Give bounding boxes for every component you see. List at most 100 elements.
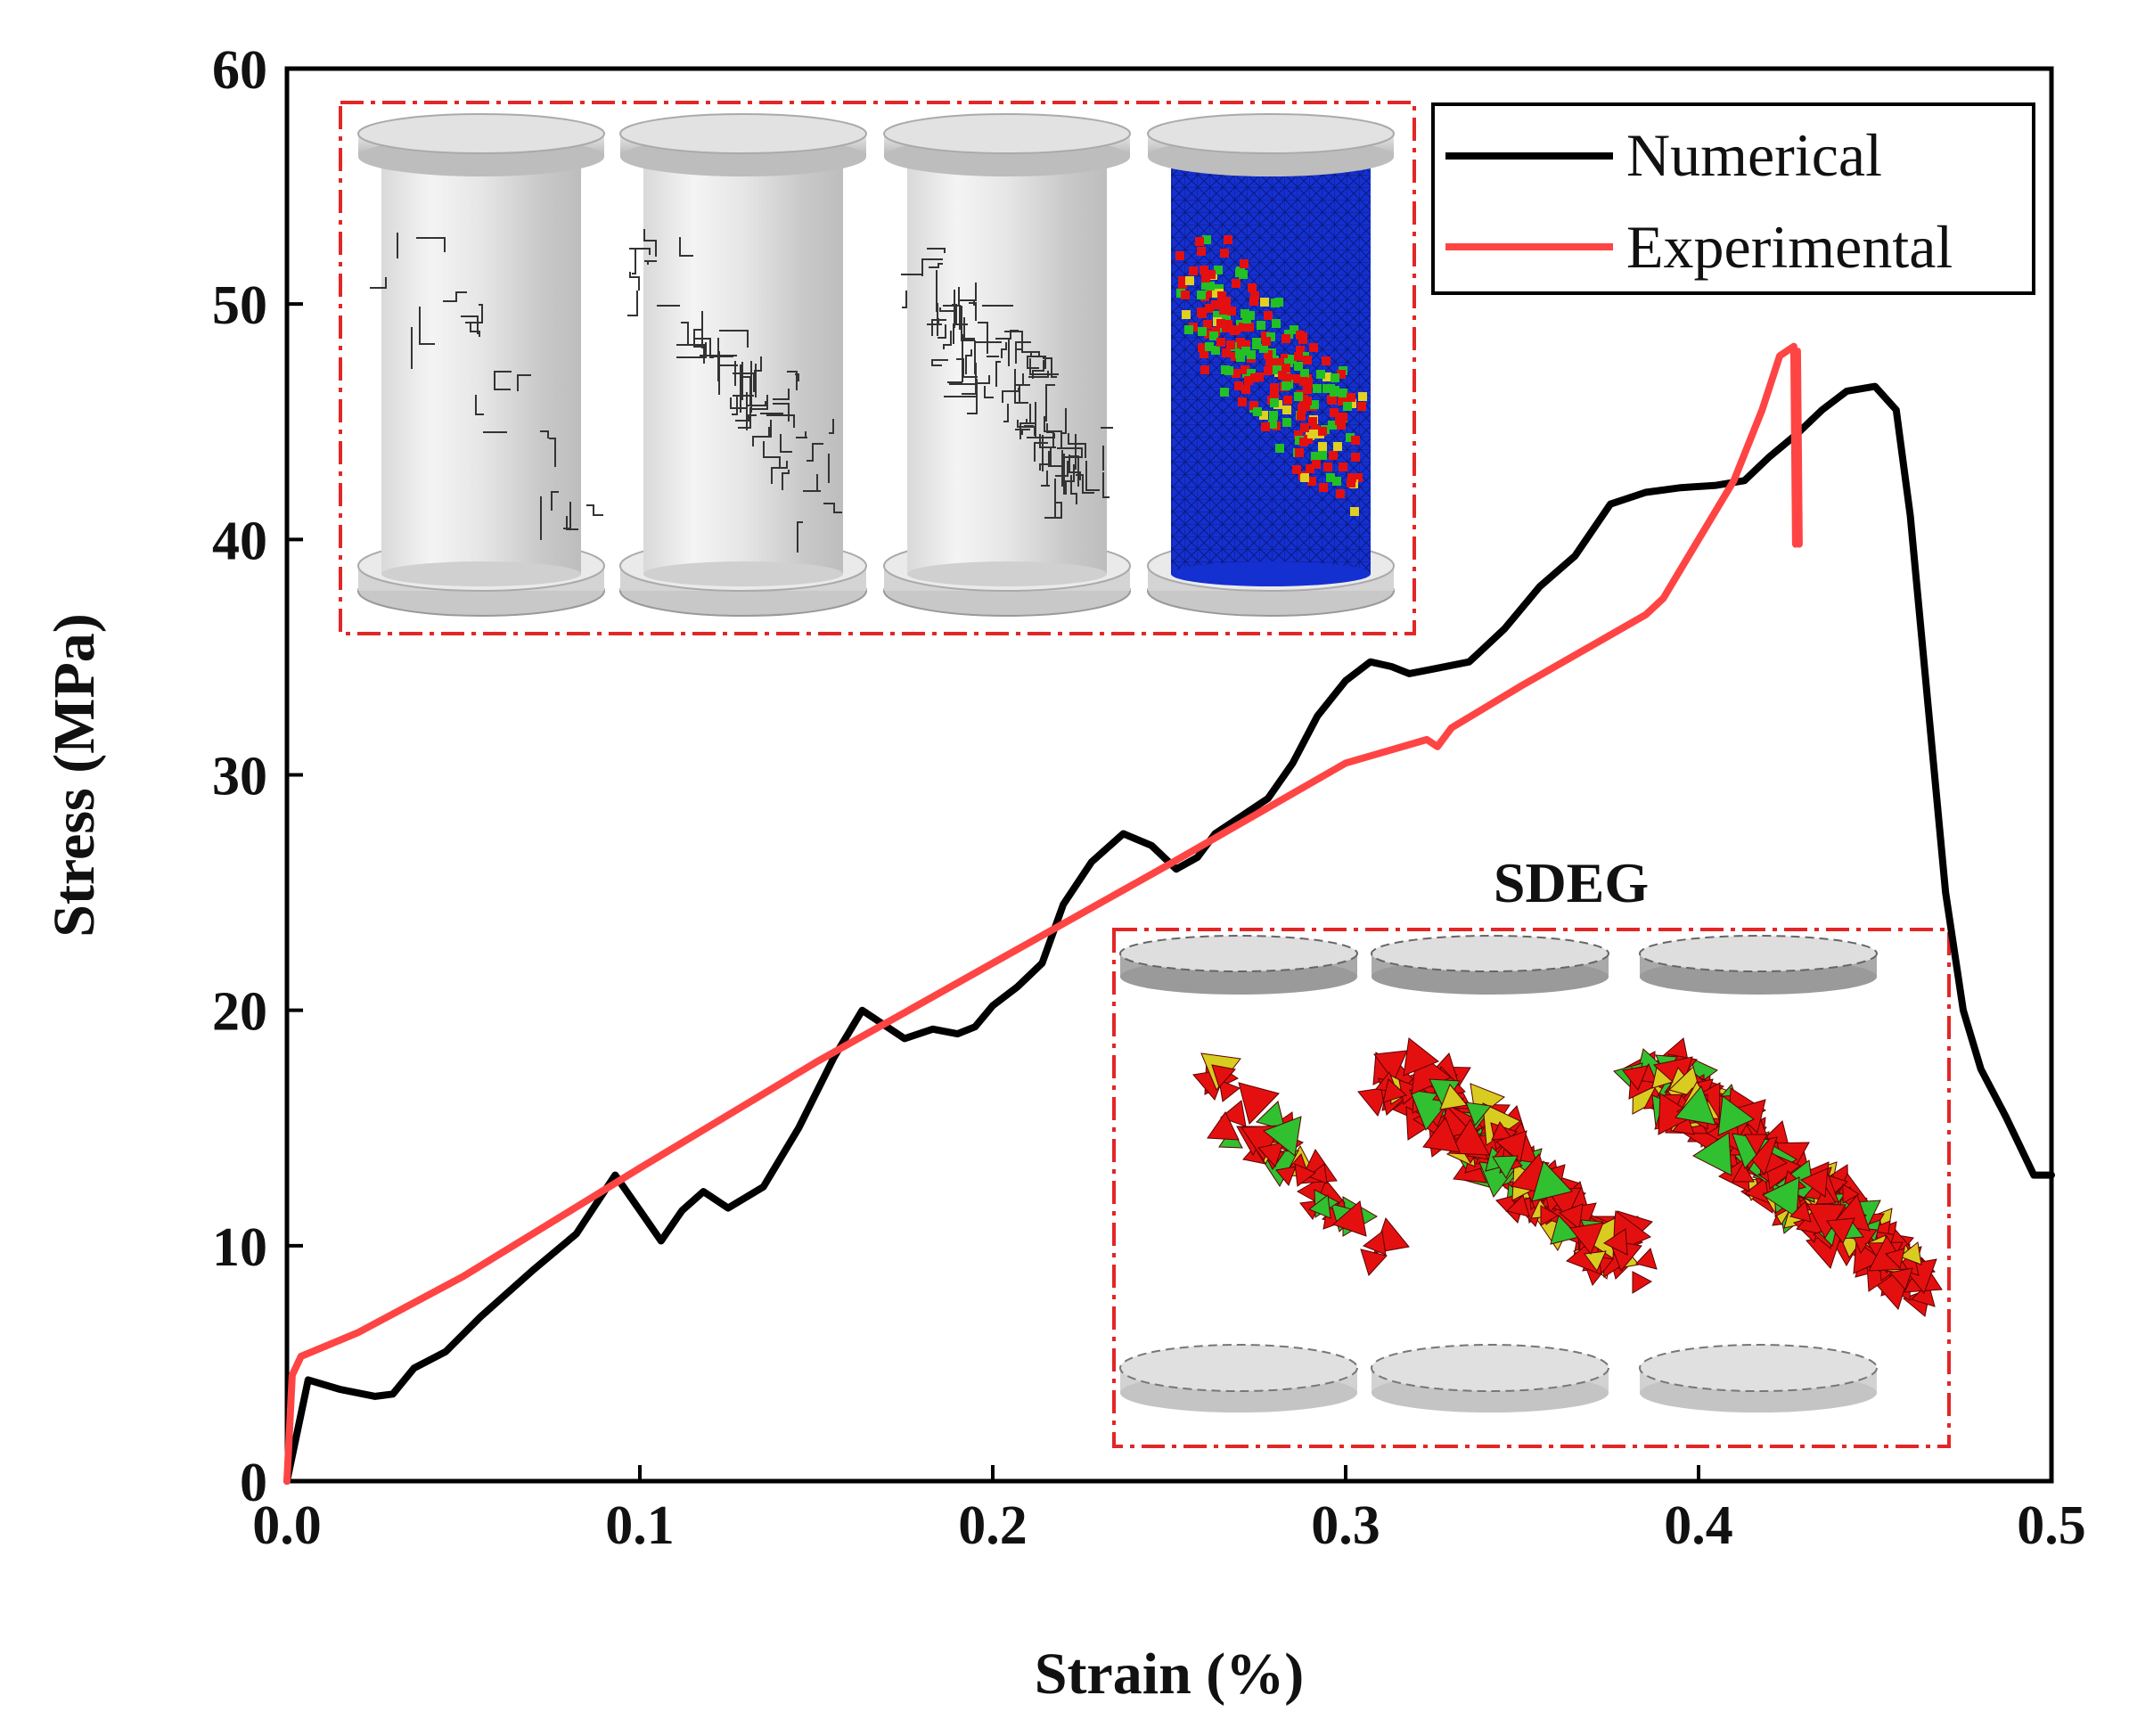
damage-element [1318,451,1327,460]
top-plate-top [357,113,605,154]
damage-element [1272,319,1281,328]
damage-element [1197,291,1206,299]
sdeg-element [1692,1132,1732,1176]
damage-element [1242,315,1251,323]
damage-element [1333,442,1342,451]
top-plate-top [619,113,867,154]
damage-element [1222,348,1231,357]
legend: Numerical Experimental [1431,102,2035,295]
damage-element [1264,350,1273,359]
y-tick-label: 60 [212,40,267,101]
damage-element [1185,276,1194,285]
damage-element [1308,417,1317,426]
top-plate-top [1147,113,1395,154]
damage-element [1203,320,1212,329]
damage-element [1198,343,1207,352]
sdeg-view-2 [1357,935,1658,1413]
damage-element [1339,389,1347,397]
damage-element [1232,369,1241,378]
x-tick-label: 0.1 [605,1495,675,1556]
sdeg-element [1373,1050,1408,1082]
damage-element [1221,365,1230,374]
damage-element [1328,421,1337,430]
damage-element [1182,310,1191,319]
damage-element [1238,397,1247,406]
damage-element [1175,251,1184,260]
damage-element [1358,392,1367,401]
cylinder-view-4 [1147,113,1395,617]
damage-element [1257,321,1265,330]
sdeg-element [1294,1163,1316,1187]
damage-element [1248,283,1257,292]
damage-element [1240,259,1249,268]
damage-element [1347,393,1355,402]
sdeg-element [1382,1078,1407,1103]
damage-element [1347,479,1355,487]
damage-element [1323,463,1332,471]
legend-label-numerical: Numerical [1626,121,1882,189]
damage-element [1284,358,1293,367]
damage-element [1322,373,1331,381]
x-tick-label: 0.5 [2017,1495,2086,1556]
damage-element [1318,427,1327,436]
sdeg-element [1448,1118,1490,1156]
damage-element [1178,276,1187,285]
damage-element [1336,489,1345,498]
damage-element [1272,358,1281,367]
sdeg-element [1815,1184,1837,1205]
damage-element [1249,401,1258,410]
damage-element [1303,385,1312,394]
damage-element [1298,404,1306,413]
sdeg-element [1403,1037,1439,1077]
damage-element [1241,309,1249,318]
damage-element [1338,397,1347,405]
y-tick-label: 40 [212,511,267,571]
damage-element [1218,300,1227,309]
damage-element [1332,477,1341,486]
sdeg-element [1275,1166,1297,1186]
legend-label-experimental: Experimental [1626,213,1953,281]
damage-element [1205,304,1214,313]
cylinder-base [1171,561,1371,586]
sdeg-element [1257,1142,1284,1167]
damage-element [1337,370,1346,379]
damage-element [1235,268,1244,277]
damage-element [1226,340,1235,349]
damage-element [1259,344,1268,353]
sdeg-element [1492,1155,1519,1180]
y-tick-label: 10 [212,1217,267,1278]
damage-element [1189,266,1198,275]
sdeg-element [1743,1177,1770,1204]
y-tick-label: 50 [212,275,267,336]
sdeg-element [1899,1241,1922,1265]
sdeg-element [1658,1093,1697,1135]
damage-element [1241,365,1249,374]
damage-element [1295,448,1304,457]
cylinder-base [381,561,581,586]
damage-element [1239,323,1248,332]
damage-element [1339,463,1347,471]
damage-element [1220,249,1229,258]
damage-element [1310,400,1319,409]
damage-element [1222,311,1231,320]
damage-element [1274,298,1283,307]
damage-element [1281,364,1290,373]
damage-element [1200,365,1209,374]
damage-element [1270,383,1279,392]
damage-element [1209,332,1218,340]
damage-element [1275,444,1284,453]
top-inset-panel [339,101,1416,635]
sdeg-element [1211,1064,1236,1088]
damage-element [1335,416,1344,425]
damage-element [1241,347,1250,356]
damage-element [1184,325,1193,334]
sdeg-element [1218,1079,1241,1102]
bottom-disc-top [1119,1344,1358,1392]
damage-element [1260,298,1269,307]
sdeg-element [1531,1160,1573,1202]
damage-element [1219,306,1228,315]
y-tick-label: 0 [240,1453,267,1513]
bottom-disc-top [1639,1344,1878,1392]
sdeg-element [1506,1194,1530,1217]
